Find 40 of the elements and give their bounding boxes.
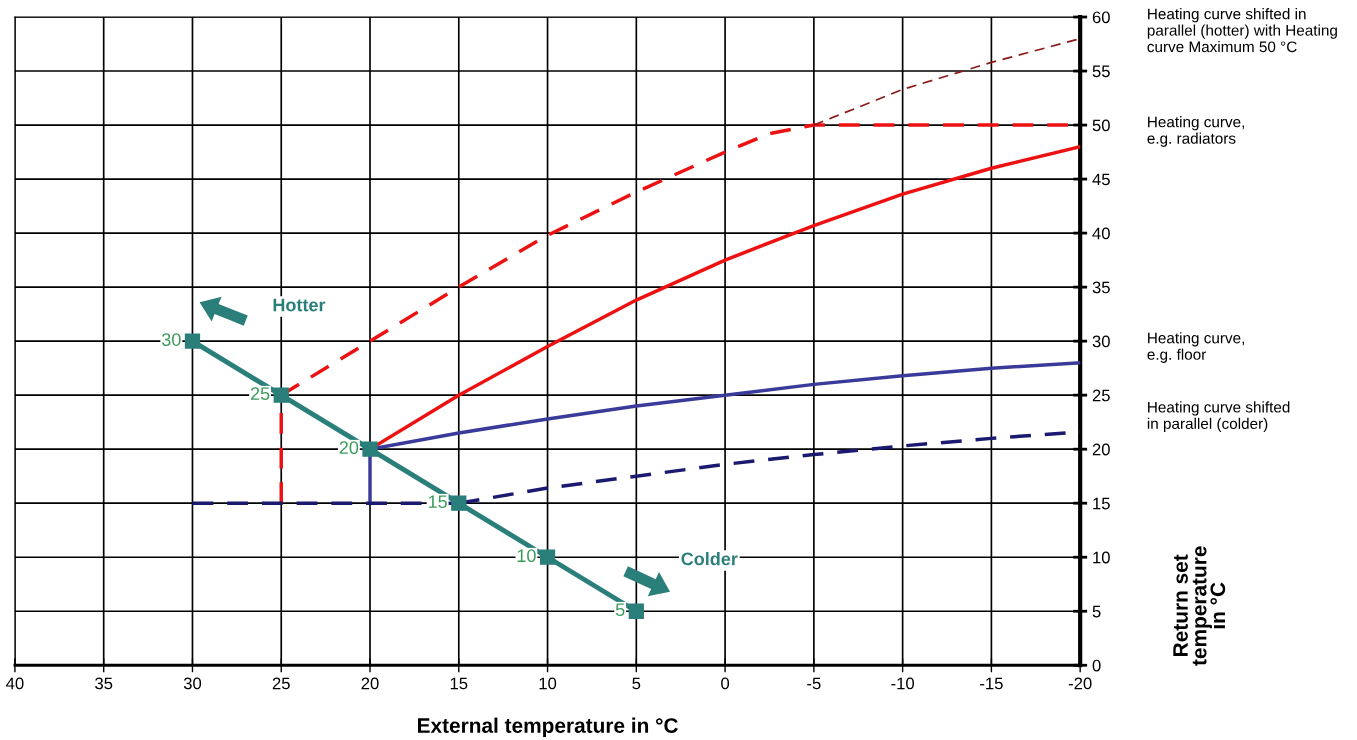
y-tick-label: 25 (1092, 389, 1110, 402)
x-tick-label: 15 (450, 677, 468, 690)
x-tick-label: 35 (95, 677, 113, 690)
y-tick-label: 60 (1092, 11, 1110, 24)
y-tick-label: 0 (1092, 659, 1101, 672)
annotation: Colder (681, 552, 738, 566)
x-tick-label: 5 (632, 677, 641, 690)
x-tick-label: 20 (361, 677, 379, 690)
x-tick-label: 30 (183, 677, 202, 690)
x-tick-label: -15 (980, 677, 1003, 690)
y-tick-label: 30 (1092, 335, 1110, 348)
x-axis-title: External temperature in °C (418, 717, 678, 738)
x-tick-label: -10 (891, 677, 915, 690)
x-tick-label: 25 (272, 677, 290, 690)
y-tick-label: 45 (1092, 173, 1110, 186)
data-label: 5 (615, 603, 625, 617)
x-tick-label: -5 (807, 677, 821, 690)
y-tick-label: 15 (1093, 497, 1110, 510)
y-tick-label: 20 (1092, 443, 1110, 456)
text: Heating curve shifted in parallel (colder) (1147, 401, 1290, 433)
x-tick-label: 0 (721, 677, 730, 690)
data-label: 10 (517, 549, 536, 563)
y-axis-title: Return set temperature in °C (1173, 546, 1226, 666)
text: Heating curve, e.g. floor (1147, 332, 1244, 363)
data-label: 20 (339, 441, 359, 455)
text: Heating curve, e.g. radiators (1147, 116, 1244, 147)
y-tick-label: 40 (1092, 227, 1110, 240)
y-tick-label: 50 (1092, 119, 1110, 132)
x-tick-label: 40 (6, 677, 24, 690)
y-tick-label: 55 (1092, 65, 1110, 78)
y-tick-label: 35 (1092, 281, 1110, 294)
y-tick-label: 5 (1092, 605, 1101, 618)
data-label: 25 (250, 387, 270, 401)
text: Heating curve shifted in parallel (hotter) with Heating curve Maximum 50 °C (1147, 8, 1337, 53)
data-label: 15 (428, 495, 447, 509)
x-tick-label: -20 (1068, 677, 1092, 690)
y-tick-label: 10 (1093, 551, 1110, 564)
annotation: Hotter (273, 298, 326, 312)
data-label: 30 (161, 333, 181, 346)
x-tick-label: 10 (539, 677, 557, 690)
